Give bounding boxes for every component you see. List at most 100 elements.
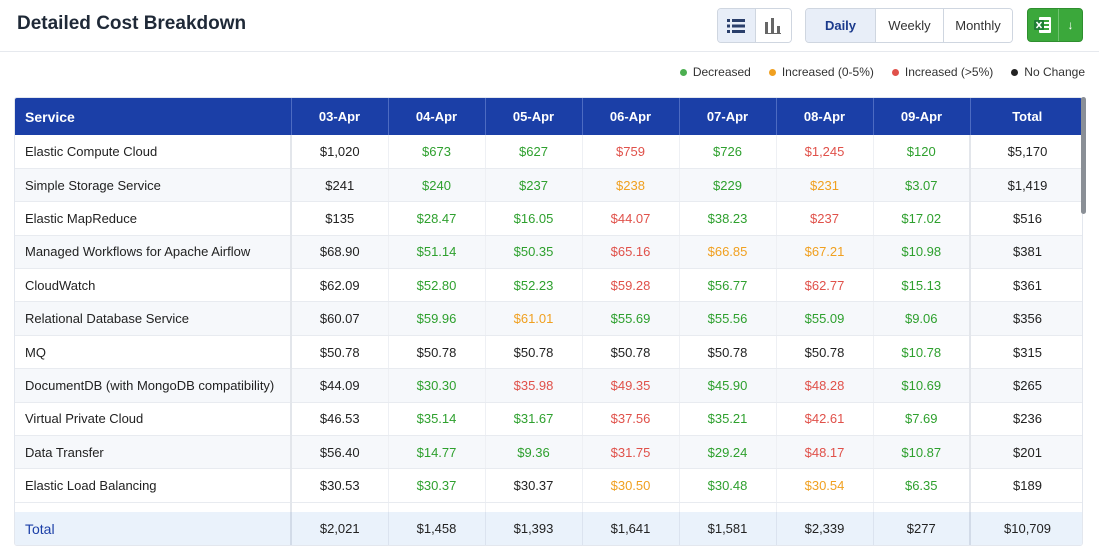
column-header-date[interactable]: 07-Apr [679, 98, 777, 135]
footer-cell: $2,021 [290, 512, 389, 545]
cost-cell: $35.98 [485, 368, 583, 403]
cost-cell: $31.75 [582, 435, 680, 470]
table-row[interactable]: Data Transfer $56.40 $14.77 $9.36 $31.75 $29.… [15, 435, 1082, 470]
row-total-cell: $381 [969, 235, 1082, 270]
black-dot-icon [1011, 68, 1019, 76]
table-view-button[interactable] [718, 9, 755, 42]
table-row[interactable]: Virtual Private Cloud $46.53 $35.14 $31.67 $… [15, 402, 1082, 437]
cost-cell: $48.28 [776, 368, 874, 403]
table-row[interactable]: Elastic Compute Cloud $1,020 $673 $627 $759 $… [15, 135, 1082, 169]
cost-cell: $50.78 [388, 335, 486, 370]
cost-cell: $48.17 [776, 435, 874, 470]
service-name-cell: Simple Storage Service [15, 168, 292, 203]
cost-cell: $50.78 [290, 335, 389, 370]
spacer-cell [388, 502, 486, 513]
cost-cell: $50.78 [582, 335, 680, 370]
spacer-cell [969, 502, 1082, 513]
spacer-cell [679, 502, 777, 513]
cost-cell: $30.50 [582, 468, 680, 503]
orange-dot-icon [768, 68, 776, 76]
download-arrow-icon: ↓ [1058, 9, 1082, 41]
cost-cell: $237 [485, 168, 583, 203]
row-total-cell: $516 [969, 201, 1082, 236]
row-total-cell: $356 [969, 301, 1082, 336]
spacer-cell [15, 502, 292, 513]
cost-cell: $30.30 [388, 368, 486, 403]
footer-cell: $1,641 [582, 512, 680, 545]
footer-cell: $1,393 [485, 512, 583, 545]
column-header-date[interactable]: 03-Apr [291, 98, 389, 135]
color-legend: Decreased Increased (0-5%) Increased (>5… [679, 65, 1085, 79]
cost-cell: $30.54 [776, 468, 874, 503]
table-footer-row: Total $2,021 $1,458 $1,393 $1,641 $1,581… [15, 512, 1082, 545]
column-header-date[interactable]: 04-Apr [388, 98, 486, 135]
legend-decreased: Decreased [679, 65, 751, 79]
export-excel-button[interactable]: ↓ [1027, 8, 1083, 42]
column-header-date[interactable]: 05-Apr [485, 98, 583, 135]
service-name-cell: Relational Database Service [15, 301, 292, 336]
row-total-cell: $1,419 [969, 168, 1082, 203]
cost-cell: $229 [679, 168, 777, 203]
cost-cell: $240 [388, 168, 486, 203]
table-row[interactable]: Managed Workflows for Apache Airflow $68.… [15, 235, 1082, 270]
cost-cell: $56.40 [290, 435, 389, 470]
table-row[interactable]: Elastic Load Balancing $30.53 $30.37 $30.37… [15, 468, 1082, 503]
period-weekly-button[interactable]: Weekly [875, 9, 943, 42]
cost-table-container[interactable]: Service 03-Apr 04-Apr 05-Apr 06-Apr 07-A… [14, 97, 1083, 546]
cost-cell: $7.69 [873, 402, 971, 437]
table-row[interactable]: Simple Storage Service $241 $240 $237 $238 $2… [15, 168, 1082, 203]
cost-cell: $135 [290, 201, 389, 236]
cost-cell: $10.69 [873, 368, 971, 403]
excel-icon [1028, 9, 1058, 41]
cost-cell: $30.37 [388, 468, 486, 503]
cost-cell: $45.90 [679, 368, 777, 403]
period-daily-button[interactable]: Daily [806, 9, 875, 42]
row-total-cell: $236 [969, 402, 1082, 437]
legend-label: Increased (>5%) [904, 65, 994, 79]
period-monthly-button[interactable]: Monthly [943, 9, 1012, 42]
view-toggle [717, 8, 792, 43]
legend-label: Decreased [692, 65, 751, 79]
cost-cell: $55.56 [679, 301, 777, 336]
cost-cell: $30.37 [485, 468, 583, 503]
table-scrollbar[interactable] [1081, 97, 1086, 214]
table-row[interactable]: MQ $50.78 $50.78 $50.78 $50.78 $50.78 $50.78 $1… [15, 335, 1082, 370]
table-row[interactable]: CloudWatch $62.09 $52.80 $52.23 $59.28 $56.77… [15, 268, 1082, 303]
cost-cell: $1,245 [776, 135, 874, 169]
cost-cell: $44.09 [290, 368, 389, 403]
table-row[interactable]: Relational Database Service $60.07 $59.96 $… [15, 301, 1082, 336]
footer-total: $10,709 [969, 512, 1082, 545]
cost-cell: $1,020 [290, 135, 389, 169]
cost-cell: $15.13 [873, 268, 971, 303]
column-header-total[interactable]: Total [970, 98, 1082, 135]
cost-cell: $59.96 [388, 301, 486, 336]
column-header-date[interactable]: 08-Apr [776, 98, 874, 135]
footer-cell: $1,458 [388, 512, 486, 545]
spacer-cell [776, 502, 874, 513]
column-header-date[interactable]: 09-Apr [873, 98, 971, 135]
cost-cell: $62.77 [776, 268, 874, 303]
service-name-cell: DocumentDB (with MongoDB compatibility) [15, 368, 292, 403]
cost-cell: $237 [776, 201, 874, 236]
cost-cell: $52.80 [388, 268, 486, 303]
column-header-service[interactable]: Service [15, 98, 292, 135]
cost-cell: $61.01 [485, 301, 583, 336]
cost-cell: $50.78 [776, 335, 874, 370]
cost-cell: $3.07 [873, 168, 971, 203]
cost-cell: $9.06 [873, 301, 971, 336]
table-row[interactable]: DocumentDB (with MongoDB compatibility) $… [15, 368, 1082, 403]
row-total-cell: $189 [969, 468, 1082, 503]
cost-cell: $65.16 [582, 235, 680, 270]
list-icon [727, 18, 746, 33]
chart-view-button[interactable] [754, 9, 791, 42]
row-total-cell: $265 [969, 368, 1082, 403]
cost-cell: $759 [582, 135, 680, 169]
column-header-date[interactable]: 06-Apr [582, 98, 680, 135]
cost-cell: $238 [582, 168, 680, 203]
red-dot-icon [891, 68, 899, 76]
spacer-cell [582, 502, 680, 513]
table-row[interactable]: Elastic MapReduce $135 $28.47 $16.05 $44.07 $… [15, 201, 1082, 236]
cost-cell: $59.28 [582, 268, 680, 303]
service-name-cell: Elastic Load Balancing [15, 468, 292, 503]
cost-cell: $55.09 [776, 301, 874, 336]
